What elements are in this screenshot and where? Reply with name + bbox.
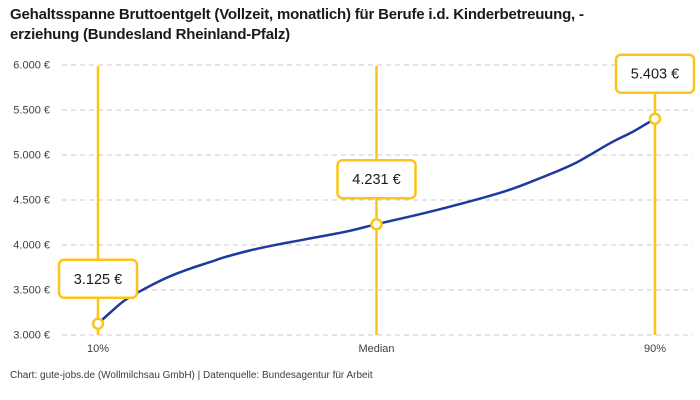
y-axis-tick-label: 5.000 € (13, 150, 50, 162)
salary-curve (96, 117, 657, 326)
y-axis-tick-label: 3.500 € (13, 285, 50, 297)
value-annotation-box (57, 258, 139, 299)
chart-credit: Chart: gute-jobs.de (Wollmilchsau GmbH) … (10, 370, 373, 381)
data-point-marker (648, 112, 662, 125)
y-axis-tick-label: 5.500 € (13, 105, 50, 117)
x-axis-tick-label: Median (358, 343, 394, 355)
chart-title: Gehaltsspanne Bruttoentgelt (Vollzeit, m… (10, 6, 584, 44)
x-axis-tick-label: 10% (87, 343, 109, 355)
y-axis-tick-label: 4.000 € (13, 240, 50, 252)
value-annotation-box (614, 53, 696, 94)
x-axis-tick-label: 90% (644, 343, 666, 355)
value-annotation-label: 4.231 € (352, 172, 400, 188)
y-axis-tick-label: 4.500 € (13, 195, 50, 207)
y-axis-tick-label: 6.000 € (13, 60, 50, 72)
data-point-marker (370, 217, 383, 231)
value-annotation-box (336, 158, 417, 200)
value-annotation-label: 5.403 € (631, 67, 679, 83)
data-point-marker (91, 317, 105, 330)
value-annotation-label: 3.125 € (74, 272, 122, 288)
y-axis-tick-label: 3.000 € (13, 330, 50, 342)
